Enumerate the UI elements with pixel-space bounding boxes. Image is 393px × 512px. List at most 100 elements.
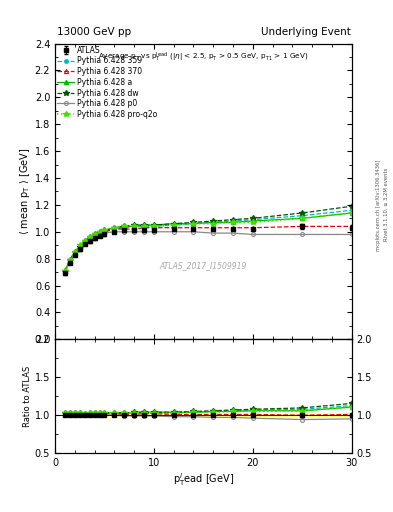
Legend: ATLAS, Pythia 6.428 359, Pythia 6.428 370, Pythia 6.428 a, Pythia 6.428 dw, Pyth: ATLAS, Pythia 6.428 359, Pythia 6.428 37… [57,45,158,120]
Pythia 6.428 359 [122,225,127,231]
Pythia 6.428 a [112,225,117,231]
Pythia 6.428 pro-q2o [112,225,117,231]
Pythia 6.428 p0 [77,245,82,251]
Pythia 6.428 370 [122,226,127,232]
Pythia 6.428 370 [231,225,235,231]
Pythia 6.428 359 [77,245,82,251]
Pythia 6.428 370 [77,245,82,251]
Pythia 6.428 a [92,231,97,238]
Pythia 6.428 a [68,257,72,263]
Pythia 6.428 pro-q2o [231,219,235,225]
Pythia 6.428 a [102,227,107,233]
Pythia 6.428 359 [132,223,136,229]
Pythia 6.428 pro-q2o [83,238,87,244]
Line: Pythia 6.428 pro-q2o: Pythia 6.428 pro-q2o [62,210,354,273]
Pythia 6.428 p0 [68,258,72,264]
Pythia 6.428 359 [191,221,196,227]
Pythia 6.428 370 [211,225,216,231]
Line: Pythia 6.428 p0: Pythia 6.428 p0 [63,230,354,274]
Pythia 6.428 370 [112,226,117,232]
Pythia 6.428 dw [231,217,235,223]
Pythia 6.428 359 [92,233,97,239]
Pythia 6.428 a [250,218,255,224]
Pythia 6.428 370 [87,236,92,242]
Pythia 6.428 dw [122,223,127,229]
Pythia 6.428 p0 [97,231,102,238]
Text: ATLAS_2017_I1509919: ATLAS_2017_I1509919 [160,261,247,270]
Pythia 6.428 dw [112,225,117,231]
Pythia 6.428 a [87,234,92,240]
Pythia 6.428 p0 [62,269,67,275]
Text: mcplots.cern.ch [arXiv:1306.3436]: mcplots.cern.ch [arXiv:1306.3436] [376,159,381,250]
Pythia 6.428 dw [102,227,107,233]
Pythia 6.428 dw [77,244,82,250]
Pythia 6.428 p0 [142,229,147,235]
Pythia 6.428 a [349,210,354,216]
Pythia 6.428 pro-q2o [250,219,255,225]
Pythia 6.428 a [191,221,196,227]
Text: Average $\mathrm{p_T}$ vs $\mathrm{p_T^{lead}}$ ($|\eta|$ < 2.5, $\mathrm{p_T}$ : Average $\mathrm{p_T}$ vs $\mathrm{p_T^{… [98,51,309,64]
Pythia 6.428 dw [250,215,255,221]
Pythia 6.428 pro-q2o [211,221,216,227]
Pythia 6.428 p0 [152,229,156,235]
Pythia 6.428 370 [132,226,136,232]
Pythia 6.428 359 [102,229,107,235]
Pythia 6.428 359 [87,236,92,242]
Pythia 6.428 370 [300,223,305,229]
Pythia 6.428 p0 [231,230,235,236]
Pythia 6.428 370 [97,230,102,236]
Pythia 6.428 pro-q2o [142,223,147,229]
Pythia 6.428 370 [83,240,87,246]
Pythia 6.428 p0 [171,229,176,235]
Pythia 6.428 a [171,221,176,227]
Pythia 6.428 359 [72,250,77,257]
Pythia 6.428 370 [102,229,107,235]
Pythia 6.428 370 [191,225,196,231]
Pythia 6.428 dw [83,238,87,244]
Line: Pythia 6.428 dw: Pythia 6.428 dw [62,203,354,273]
Pythia 6.428 370 [250,225,255,231]
Pythia 6.428 p0 [211,230,216,236]
Y-axis label: $\langle$ mean p$_\mathregular{T}$ $\rangle$ [GeV]: $\langle$ mean p$_\mathregular{T}$ $\ran… [18,147,32,235]
Pythia 6.428 370 [92,233,97,239]
Pythia 6.428 359 [142,223,147,229]
Pythia 6.428 pro-q2o [122,223,127,229]
Pythia 6.428 370 [72,250,77,257]
Pythia 6.428 359 [211,219,216,225]
Pythia 6.428 a [97,229,102,235]
Pythia 6.428 a [300,215,305,221]
Text: 13000 GeV pp: 13000 GeV pp [57,27,131,37]
Pythia 6.428 359 [152,223,156,229]
Pythia 6.428 a [83,238,87,244]
Pythia 6.428 a [122,223,127,229]
Pythia 6.428 p0 [87,237,92,243]
Pythia 6.428 359 [349,207,354,214]
Y-axis label: Ratio to ATLAS: Ratio to ATLAS [23,366,32,427]
Pythia 6.428 pro-q2o [102,227,107,233]
Pythia 6.428 359 [62,269,67,275]
Pythia 6.428 p0 [72,250,77,257]
Pythia 6.428 dw [132,222,136,228]
Pythia 6.428 pro-q2o [68,257,72,263]
Pythia 6.428 pro-q2o [300,215,305,221]
Pythia 6.428 dw [211,218,216,224]
Pythia 6.428 p0 [122,229,127,235]
Pythia 6.428 dw [152,222,156,228]
Pythia 6.428 dw [300,210,305,216]
Pythia 6.428 359 [112,226,117,232]
Pythia 6.428 p0 [112,229,117,235]
Pythia 6.428 dw [97,229,102,235]
Pythia 6.428 dw [87,234,92,240]
X-axis label: p$_\mathregular{T}^{l}$ead [GeV]: p$_\mathregular{T}^{l}$ead [GeV] [173,471,234,487]
Pythia 6.428 pro-q2o [92,231,97,238]
Pythia 6.428 dw [191,219,196,225]
Line: Pythia 6.428 359: Pythia 6.428 359 [63,208,353,274]
Pythia 6.428 359 [68,258,72,264]
Pythia 6.428 359 [97,230,102,236]
Pythia 6.428 p0 [300,231,305,238]
Pythia 6.428 pro-q2o [97,229,102,235]
Pythia 6.428 370 [142,225,147,231]
Pythia 6.428 dw [62,268,67,274]
Pythia 6.428 a [62,268,67,274]
Pythia 6.428 pro-q2o [72,249,77,255]
